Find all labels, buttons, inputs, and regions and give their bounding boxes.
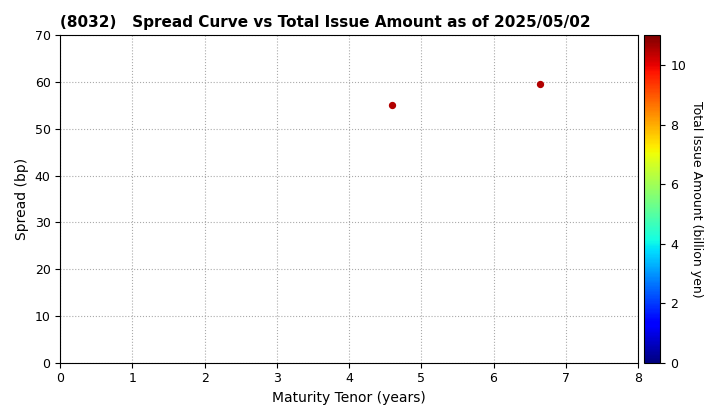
Point (535, 81, 546, 88)
Y-axis label: Total Issue Amount (billion yen): Total Issue Amount (billion yen) (690, 101, 703, 297)
Y-axis label: Spread (bp): Spread (bp) (15, 158, 29, 240)
Text: (8032)   Spread Curve vs Total Issue Amount as of 2025/05/02: (8032) Spread Curve vs Total Issue Amoun… (60, 15, 591, 30)
X-axis label: Maturity Tenor (years): Maturity Tenor (years) (272, 391, 426, 405)
Point (387, 102, 398, 109)
